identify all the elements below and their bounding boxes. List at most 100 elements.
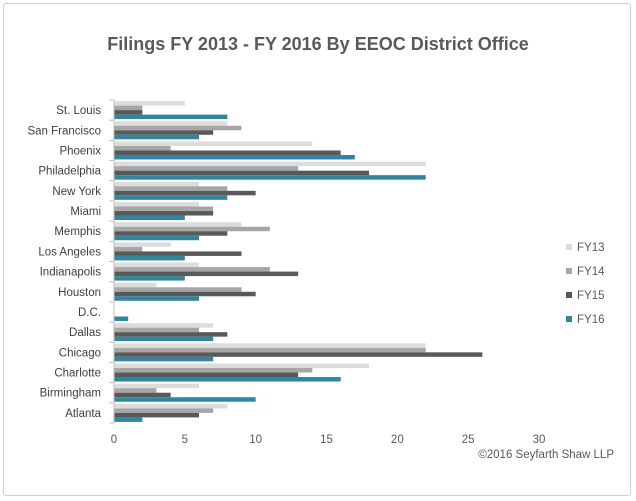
category-label-dallas: Dallas [69, 327, 101, 339]
bar-phoenix-fy15 [114, 150, 341, 155]
bar-phoenix-fy14 [114, 145, 171, 151]
bar-memphis-fy16 [114, 235, 199, 241]
bar-dallas-fy13 [114, 323, 214, 328]
bar-memphis-fy13 [114, 222, 242, 227]
legend-swatch-fy13 [566, 244, 572, 250]
bar-dallas-fy14 [114, 327, 199, 333]
bar-chicago-fy13 [114, 343, 426, 348]
category-label-birmingham: Birmingham [40, 388, 101, 400]
bar-houston-fy15 [114, 291, 256, 297]
category-label-san-francisco: San Francisco [27, 125, 101, 137]
category-label-d-c: D.C. [78, 307, 101, 319]
bar-houston-fy14 [114, 287, 242, 292]
bar-miami-fy16 [114, 215, 185, 221]
bar-los-angeles-fy15 [114, 251, 242, 256]
bar-philadelphia-fy14 [114, 166, 299, 171]
legend-swatch-fy14 [566, 268, 572, 274]
category-label-philadelphia: Philadelphia [38, 166, 101, 178]
bar-atlanta-fy14 [114, 408, 214, 413]
axes-group [109, 99, 115, 424]
legend-label-fy16: FY16 [577, 314, 605, 326]
bar-san-francisco-fy14 [114, 125, 242, 131]
legend-label-fy14: FY14 [577, 266, 605, 278]
bar-indianapolis-fy14 [114, 267, 270, 272]
legend-label-fy13: FY13 [577, 242, 605, 254]
category-label-houston: Houston [58, 287, 101, 299]
category-label-los-angeles: Los Angeles [38, 246, 101, 258]
bar-atlanta-fy16 [114, 417, 143, 422]
bar-st-louis-fy15 [114, 110, 143, 115]
legend-swatch-fy15 [566, 292, 572, 298]
bar-birmingham-fy16 [114, 397, 256, 402]
bar-new-york-fy13 [114, 181, 199, 187]
bar-birmingham-fy14 [114, 388, 157, 393]
bar-new-york-fy16 [114, 195, 228, 200]
copyright-credit: ©2016 Seyfarth Shaw LLP [478, 449, 614, 461]
bar-d-c-fy16 [114, 316, 129, 321]
bar-atlanta-fy15 [114, 412, 199, 418]
x-tick-label-30: 30 [533, 434, 546, 446]
bars-group [114, 101, 483, 422]
bar-los-angeles-fy14 [114, 246, 143, 252]
bar-charlotte-fy14 [114, 368, 313, 373]
bar-charlotte-fy15 [114, 372, 299, 378]
bar-los-angeles-fy16 [114, 255, 185, 261]
bar-indianapolis-fy16 [114, 276, 185, 281]
x-tick-labels: 0 5 10 15 20 25 30 [111, 434, 546, 446]
category-label-memphis: Memphis [54, 226, 101, 238]
bar-indianapolis-fy13 [114, 262, 199, 268]
category-label-charlotte: Charlotte [54, 368, 101, 380]
bar-memphis-fy15 [114, 231, 228, 236]
bar-st-louis-fy14 [114, 105, 143, 111]
bar-houston-fy16 [114, 296, 199, 301]
bar-indianapolis-fy15 [114, 271, 299, 277]
x-tick-label-10: 10 [249, 434, 262, 446]
category-label-st-louis: St. Louis [56, 105, 101, 117]
bar-st-louis-fy16 [114, 114, 228, 120]
category-label-indianapolis: Indianapolis [40, 267, 102, 279]
category-labels: Atlanta Birmingham Charlotte Chicago Dallas D… [27, 105, 101, 420]
bar-chicago-fy15 [114, 352, 483, 357]
bar-birmingham-fy15 [114, 392, 171, 398]
category-label-miami: Miami [70, 206, 101, 218]
bar-phoenix-fy16 [114, 154, 355, 160]
x-tick-label-20: 20 [391, 434, 404, 446]
bar-chart: Filings FY 2013 - FY 2016 By EEOC Distri… [27, 34, 614, 461]
chart-title: Filings FY 2013 - FY 2016 By EEOC Distri… [107, 34, 529, 54]
bar-dallas-fy16 [114, 336, 214, 342]
bar-memphis-fy14 [114, 226, 270, 232]
bar-phoenix-fy13 [114, 141, 313, 146]
legend-label-fy15: FY15 [577, 290, 605, 302]
bar-san-francisco-fy13 [114, 121, 228, 126]
bar-st-louis-fy13 [114, 101, 185, 106]
category-label-new-york: New York [52, 186, 101, 198]
bar-birmingham-fy13 [114, 383, 199, 389]
x-tick-label-15: 15 [320, 434, 333, 446]
x-tick-label-25: 25 [462, 434, 475, 446]
bar-miami-fy15 [114, 211, 214, 216]
x-tick-label-0: 0 [111, 434, 117, 446]
x-tick-label-5: 5 [182, 434, 188, 446]
bar-chicago-fy16 [114, 356, 214, 362]
bar-charlotte-fy13 [114, 363, 369, 369]
bar-new-york-fy15 [114, 190, 256, 196]
bar-los-angeles-fy13 [114, 242, 171, 247]
category-label-phoenix: Phoenix [59, 145, 101, 157]
category-label-atlanta: Atlanta [65, 408, 101, 420]
bar-philadelphia-fy16 [114, 175, 426, 180]
bar-san-francisco-fy16 [114, 134, 199, 140]
legend: FY13 FY14 FY15 FY16 [566, 242, 605, 326]
bar-charlotte-fy16 [114, 377, 341, 382]
bar-chicago-fy14 [114, 347, 426, 353]
bar-miami-fy14 [114, 206, 214, 212]
bar-atlanta-fy13 [114, 403, 228, 409]
bar-philadelphia-fy13 [114, 161, 426, 167]
legend-swatch-fy16 [566, 316, 572, 322]
chart-frame: Filings FY 2013 - FY 2016 By EEOC Distri… [3, 3, 631, 496]
category-label-chicago: Chicago [59, 347, 101, 359]
bar-new-york-fy14 [114, 186, 228, 191]
bar-dallas-fy15 [114, 332, 228, 337]
bar-houston-fy13 [114, 282, 157, 288]
bar-san-francisco-fy15 [114, 130, 214, 135]
bar-miami-fy13 [114, 202, 199, 207]
